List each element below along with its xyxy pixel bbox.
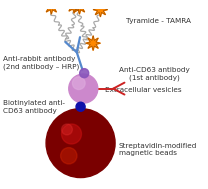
Text: Extracellular vesicles: Extracellular vesicles: [105, 88, 182, 93]
Text: Anti-rabbit antibody
(2nd antibody – HRP): Anti-rabbit antibody (2nd antibody – HRP…: [2, 56, 79, 70]
Circle shape: [46, 108, 115, 177]
Circle shape: [69, 74, 98, 103]
Circle shape: [62, 124, 72, 135]
Text: Streptavidin-modified
magnetic beads: Streptavidin-modified magnetic beads: [119, 143, 197, 156]
Polygon shape: [93, 2, 108, 17]
Circle shape: [72, 77, 85, 90]
Polygon shape: [44, 0, 59, 14]
Text: Anti-CD63 antibody
(1st antibody): Anti-CD63 antibody (1st antibody): [119, 67, 189, 81]
Polygon shape: [67, 0, 81, 13]
Circle shape: [76, 102, 85, 111]
Polygon shape: [72, 0, 87, 14]
Circle shape: [80, 69, 89, 78]
Circle shape: [62, 124, 82, 144]
Text: Tyramide - TAMRA: Tyramide - TAMRA: [126, 18, 191, 24]
Circle shape: [61, 148, 77, 164]
Text: Biotinylated anti-
CD63 antibody: Biotinylated anti- CD63 antibody: [2, 100, 64, 114]
Polygon shape: [86, 36, 100, 50]
